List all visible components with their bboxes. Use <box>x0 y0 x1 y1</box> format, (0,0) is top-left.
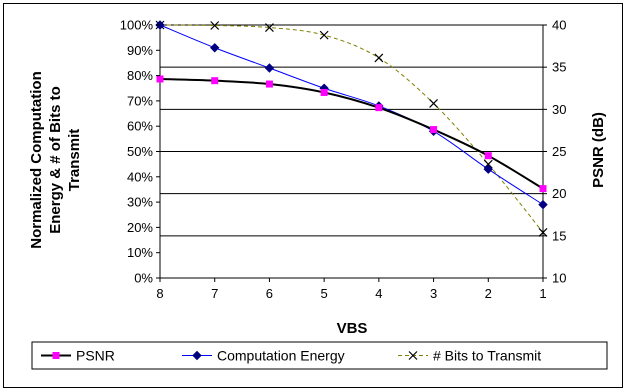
left-tick-label: 20% <box>127 220 153 235</box>
gridlines <box>160 24 543 279</box>
x-tick-label: 2 <box>485 286 492 301</box>
left-tick-label: 0% <box>134 271 153 286</box>
series-psnr <box>156 75 547 193</box>
left-tick-label: 50% <box>127 144 153 159</box>
left-tick-label: 80% <box>127 68 153 83</box>
right-tick-label: 40 <box>552 18 566 33</box>
legend-label-computation-energy: Computation Energy <box>217 348 345 364</box>
legend-box <box>31 341 608 370</box>
series-layer <box>155 20 548 237</box>
x-axis-title: VBS <box>337 320 368 337</box>
x-tick-label: 1 <box>539 286 546 301</box>
x-tick-label: 8 <box>156 286 163 301</box>
left-tick-label: 60% <box>127 119 153 134</box>
data-point-psnr <box>430 126 438 134</box>
series-line-bits-to-transmit <box>159 24 544 233</box>
series-computation-energy <box>155 20 548 210</box>
left-tick-label: 100% <box>120 18 154 33</box>
data-point-computation-energy <box>210 43 220 53</box>
left-axis-title-line-2: Energy & # of Bits to <box>47 86 64 234</box>
x-tick-label: 5 <box>321 286 328 301</box>
left-axis-title-line-3: Transmit <box>66 129 83 192</box>
legend-label-psnr: PSNR <box>76 348 115 364</box>
data-point-bits-to-transmit <box>265 23 274 32</box>
legend-item-bits-to-transmit: # Bits to Transmit <box>398 348 541 364</box>
left-tick-label: 40% <box>127 169 153 184</box>
right-tick-label: 20 <box>552 186 566 201</box>
left-tick-label: 70% <box>127 93 153 108</box>
x-tick-label: 6 <box>266 286 273 301</box>
right-tick-label: 30 <box>552 102 566 117</box>
right-axis-title: PSNR (dB) <box>590 112 607 188</box>
left-tick-label: 30% <box>127 195 153 210</box>
data-point-psnr <box>375 104 383 112</box>
x-axis-ticks: 8 7 6 5 4 3 2 1 <box>156 278 547 301</box>
data-point-computation-energy <box>483 164 493 174</box>
legend: PSNR Computation Energy # Bits to Transmit <box>31 341 608 370</box>
right-tick-label: 25 <box>552 144 566 159</box>
data-point-psnr <box>484 152 492 160</box>
right-axis-ticks: 10 15 20 25 30 35 40 <box>543 18 566 286</box>
legend-marker-computation-energy <box>192 350 202 361</box>
data-point-psnr <box>156 75 164 83</box>
data-point-bits-to-transmit <box>210 21 220 30</box>
left-axis-ticks: 0% 10% 20% 30% 40% 50% 60% 70% 80% 90% 100% <box>120 18 160 286</box>
series-line-psnr <box>159 77 544 190</box>
data-point-psnr <box>539 185 547 193</box>
right-tick-label: 15 <box>552 228 566 243</box>
left-axis-title: Normalized Computation Energy & # of Bit… <box>28 71 83 249</box>
left-tick-label: 10% <box>127 245 153 260</box>
data-point-psnr <box>211 77 219 85</box>
legend-marker-psnr <box>52 352 60 359</box>
data-point-computation-energy <box>538 199 548 210</box>
right-tick-label: 35 <box>552 60 566 75</box>
x-tick-label: 3 <box>430 286 437 301</box>
series-line-computation-energy <box>159 24 544 206</box>
legend-item-computation-energy: Computation Energy <box>182 348 345 364</box>
data-point-bits-to-transmit <box>374 53 384 63</box>
legend-item-psnr: PSNR <box>41 348 115 364</box>
data-point-bits-to-transmit <box>319 30 329 40</box>
x-tick-label: 4 <box>375 286 382 301</box>
data-point-bits-to-transmit <box>538 228 548 237</box>
data-point-bits-to-transmit <box>429 99 438 108</box>
series-bits-to-transmit <box>155 20 548 237</box>
data-point-psnr <box>265 80 273 88</box>
data-point-psnr <box>320 88 328 96</box>
data-point-computation-energy <box>264 63 275 73</box>
right-tick-label: 10 <box>552 271 566 286</box>
left-axis-title-line-1: Normalized Computation <box>28 71 45 249</box>
x-tick-label: 7 <box>211 286 218 301</box>
legend-label-bits-to-transmit: # Bits to Transmit <box>433 348 541 364</box>
legend-marker-bits-to-transmit <box>408 351 418 360</box>
left-tick-label: 90% <box>127 43 153 58</box>
